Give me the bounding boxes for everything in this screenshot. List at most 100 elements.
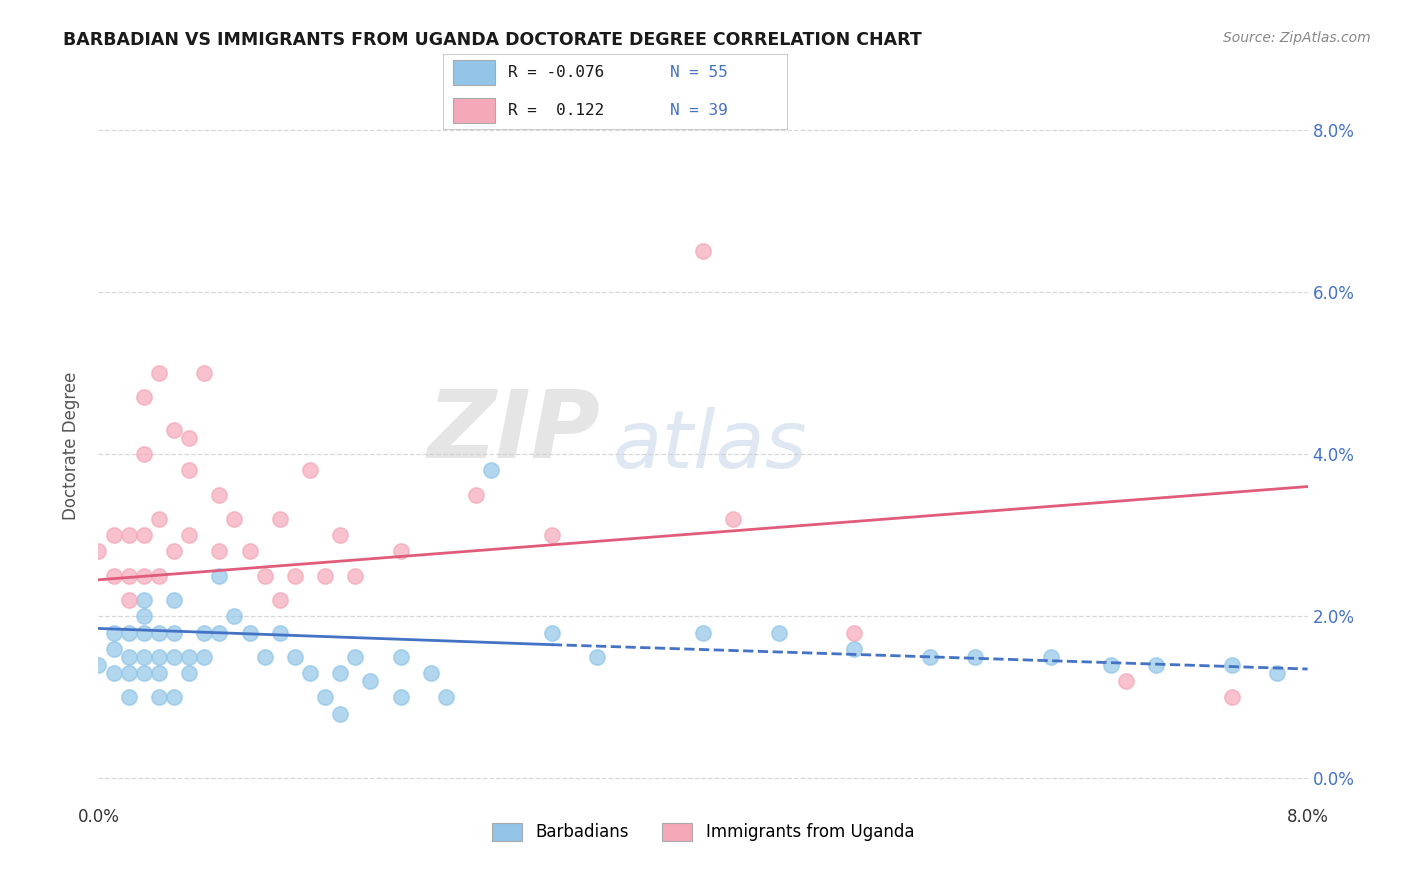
Point: [1099, 657, 1122, 672]
Point: [389, 690, 412, 705]
Point: [179, 528, 201, 542]
Point: [329, 666, 352, 681]
Point: [253, 649, 276, 664]
Y-axis label: Doctorate Degree: Doctorate Degree: [62, 372, 80, 520]
Point: [103, 528, 125, 542]
Point: [253, 568, 276, 582]
Point: [132, 528, 155, 542]
Point: [420, 666, 443, 681]
Point: [118, 649, 141, 664]
Point: [434, 690, 457, 705]
Point: [723, 512, 745, 526]
Point: [360, 674, 382, 689]
Point: [132, 609, 155, 624]
Point: [692, 244, 714, 259]
Point: [148, 366, 170, 380]
Point: [1115, 674, 1137, 689]
Point: [1220, 657, 1243, 672]
Point: [389, 544, 412, 558]
Point: [118, 690, 141, 705]
Point: [163, 625, 186, 640]
Point: [344, 568, 367, 582]
Point: [118, 593, 141, 607]
Point: [284, 568, 307, 582]
Point: [314, 690, 336, 705]
Point: [148, 512, 170, 526]
Point: [148, 568, 170, 582]
Point: [132, 625, 155, 640]
Point: [118, 625, 141, 640]
Point: [284, 649, 307, 664]
Point: [540, 625, 562, 640]
Point: [163, 423, 186, 437]
Point: [299, 463, 322, 477]
Point: [132, 666, 155, 681]
Point: [692, 625, 714, 640]
Point: [299, 666, 322, 681]
Point: [148, 649, 170, 664]
Point: [118, 568, 141, 582]
Legend: Barbadians, Immigrants from Uganda: Barbadians, Immigrants from Uganda: [485, 816, 921, 848]
Point: [148, 666, 170, 681]
Point: [193, 366, 215, 380]
Point: [844, 641, 866, 656]
Point: [768, 625, 790, 640]
Point: [179, 649, 201, 664]
Point: [163, 593, 186, 607]
Text: atlas: atlas: [613, 407, 807, 485]
Point: [148, 690, 170, 705]
Point: [148, 625, 170, 640]
Text: BARBADIAN VS IMMIGRANTS FROM UGANDA DOCTORATE DEGREE CORRELATION CHART: BARBADIAN VS IMMIGRANTS FROM UGANDA DOCT…: [63, 31, 922, 49]
Point: [918, 649, 941, 664]
Point: [269, 625, 291, 640]
Bar: [453, 61, 495, 86]
Point: [1220, 690, 1243, 705]
Point: [224, 512, 246, 526]
Point: [132, 649, 155, 664]
Point: [389, 649, 412, 664]
Point: [132, 447, 155, 461]
Point: [481, 463, 503, 477]
Text: N = 55: N = 55: [671, 65, 728, 80]
Point: [269, 512, 291, 526]
Point: [103, 666, 125, 681]
Text: Source: ZipAtlas.com: Source: ZipAtlas.com: [1223, 31, 1371, 45]
Point: [1267, 666, 1289, 681]
Point: [465, 488, 488, 502]
Point: [586, 649, 609, 664]
Bar: [453, 98, 495, 123]
Point: [1146, 657, 1168, 672]
Point: [965, 649, 987, 664]
Point: [329, 706, 352, 721]
Point: [132, 390, 155, 404]
Point: [163, 649, 186, 664]
Point: [844, 625, 866, 640]
Point: [103, 625, 125, 640]
Point: [179, 463, 201, 477]
Point: [314, 568, 336, 582]
Point: [344, 649, 367, 664]
Point: [1039, 649, 1062, 664]
Text: R =  0.122: R = 0.122: [509, 103, 605, 119]
Point: [163, 690, 186, 705]
Point: [87, 657, 110, 672]
Point: [179, 666, 201, 681]
Text: ZIP: ZIP: [427, 385, 600, 478]
Point: [118, 528, 141, 542]
Point: [132, 593, 155, 607]
Point: [208, 544, 231, 558]
Point: [239, 544, 262, 558]
Point: [208, 488, 231, 502]
Point: [193, 649, 215, 664]
Point: [103, 568, 125, 582]
Point: [224, 609, 246, 624]
Text: R = -0.076: R = -0.076: [509, 65, 605, 80]
Point: [103, 641, 125, 656]
Point: [132, 568, 155, 582]
Text: N = 39: N = 39: [671, 103, 728, 119]
Point: [269, 593, 291, 607]
Point: [540, 528, 562, 542]
Point: [208, 625, 231, 640]
Point: [163, 544, 186, 558]
Point: [179, 431, 201, 445]
